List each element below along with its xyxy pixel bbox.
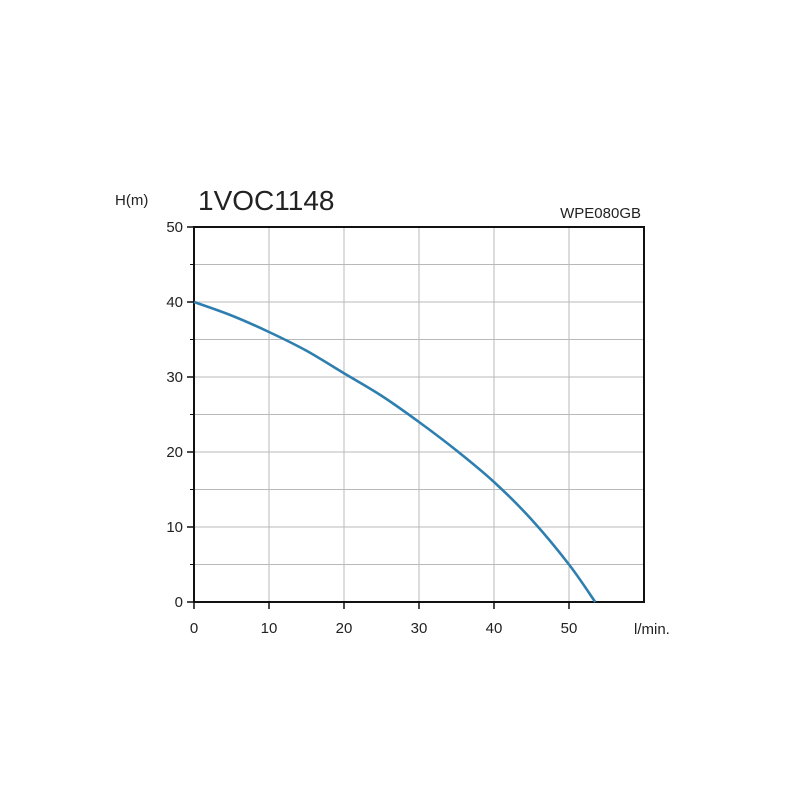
x-axis-title: l/min. xyxy=(634,621,670,638)
y-tick-label-10: 10 xyxy=(166,519,183,536)
chart-subtitle: WPE080GB xyxy=(560,205,641,222)
y-tick-label-50: 50 xyxy=(166,219,183,236)
x-tick-label-40: 40 xyxy=(486,620,503,637)
grid-layer xyxy=(194,227,644,602)
y-axis-title: H(m) xyxy=(115,192,148,209)
y-tick-label-20: 20 xyxy=(166,444,183,461)
x-tick-label-50: 50 xyxy=(561,620,578,637)
y-tick-label-40: 40 xyxy=(166,294,183,311)
y-tick-label-30: 30 xyxy=(166,369,183,386)
x-tick-label-0: 0 xyxy=(190,620,198,637)
x-tick-label-30: 30 xyxy=(411,620,428,637)
chart-title: 1VOC1148 xyxy=(198,185,334,216)
x-tick-label-10: 10 xyxy=(261,620,278,637)
tick-label-layer: 0 10 20 30 40 50 0 10 20 30 40 50 xyxy=(166,219,577,637)
y-tick-label-0: 0 xyxy=(175,594,183,611)
x-tick-label-20: 20 xyxy=(336,620,353,637)
pump-curve-line xyxy=(193,300,597,603)
